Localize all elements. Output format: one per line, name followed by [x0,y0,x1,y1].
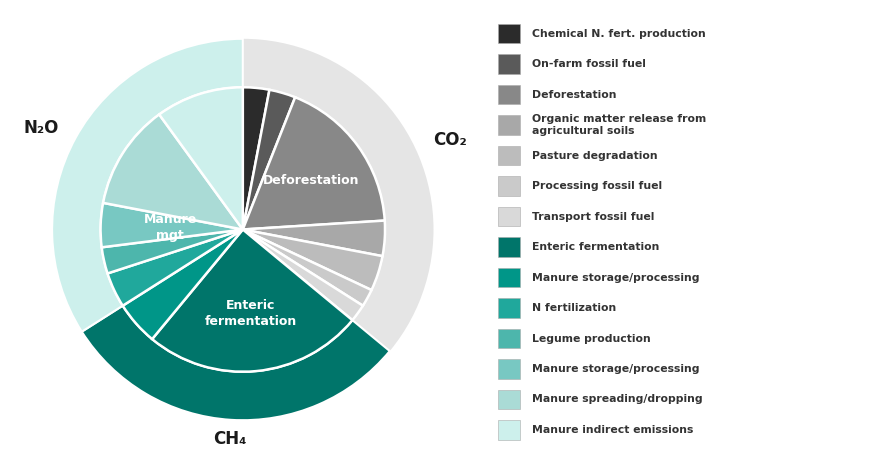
FancyBboxPatch shape [498,298,520,318]
FancyBboxPatch shape [498,24,520,43]
Wedge shape [52,39,434,420]
Wedge shape [52,39,242,332]
Text: Pasture degradation: Pasture degradation [532,151,658,161]
Text: CH₄: CH₄ [213,430,246,448]
FancyBboxPatch shape [498,85,520,104]
FancyBboxPatch shape [498,176,520,196]
Text: N₂O: N₂O [23,119,59,137]
Text: N fertilization: N fertilization [532,303,617,313]
Text: Manure storage/processing: Manure storage/processing [532,364,699,374]
Text: Deforestation: Deforestation [263,174,359,187]
FancyBboxPatch shape [498,329,520,348]
Wedge shape [242,90,295,230]
FancyBboxPatch shape [498,268,520,287]
Wedge shape [242,230,363,320]
Text: Legume production: Legume production [532,334,651,343]
Wedge shape [103,114,242,230]
Text: Manure
mgt: Manure mgt [143,213,197,242]
Wedge shape [242,221,385,256]
FancyBboxPatch shape [498,420,520,440]
FancyBboxPatch shape [498,359,520,379]
Wedge shape [108,230,242,306]
FancyBboxPatch shape [498,55,520,74]
Wedge shape [102,230,242,274]
FancyBboxPatch shape [498,146,520,165]
FancyBboxPatch shape [498,207,520,226]
Text: On-farm fossil fuel: On-farm fossil fuel [532,59,646,69]
Text: Enteric
fermentation: Enteric fermentation [205,299,297,328]
Text: Processing fossil fuel: Processing fossil fuel [532,181,662,191]
Text: Deforestation: Deforestation [532,90,617,100]
Text: Organic matter release from
agricultural soils: Organic matter release from agricultural… [532,114,707,136]
Text: Enteric fermentation: Enteric fermentation [532,242,659,252]
FancyBboxPatch shape [498,237,520,257]
FancyBboxPatch shape [498,390,520,409]
Text: Manure spreading/dropping: Manure spreading/dropping [532,394,703,404]
Text: Manure storage/processing: Manure storage/processing [532,273,699,283]
Wedge shape [242,97,385,230]
Text: CO₂: CO₂ [433,131,467,149]
Wedge shape [123,230,242,339]
Text: Transport fossil fuel: Transport fossil fuel [532,212,655,222]
FancyBboxPatch shape [498,115,520,134]
Text: Manure indirect emissions: Manure indirect emissions [532,425,693,435]
Wedge shape [101,203,242,247]
Wedge shape [242,230,372,306]
Wedge shape [159,87,242,230]
Wedge shape [82,306,389,420]
Wedge shape [152,230,352,372]
Wedge shape [100,86,386,373]
Wedge shape [242,87,269,230]
Wedge shape [242,230,382,290]
Text: Chemical N. fert. production: Chemical N. fert. production [532,28,706,39]
